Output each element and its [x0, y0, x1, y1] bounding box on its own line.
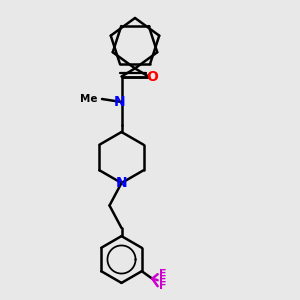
- Text: Me: Me: [80, 94, 98, 104]
- Text: N: N: [113, 95, 125, 109]
- Text: F: F: [159, 281, 166, 291]
- Text: O: O: [146, 70, 158, 83]
- Text: N: N: [116, 176, 127, 190]
- Text: F: F: [159, 269, 166, 279]
- Text: F: F: [159, 275, 166, 285]
